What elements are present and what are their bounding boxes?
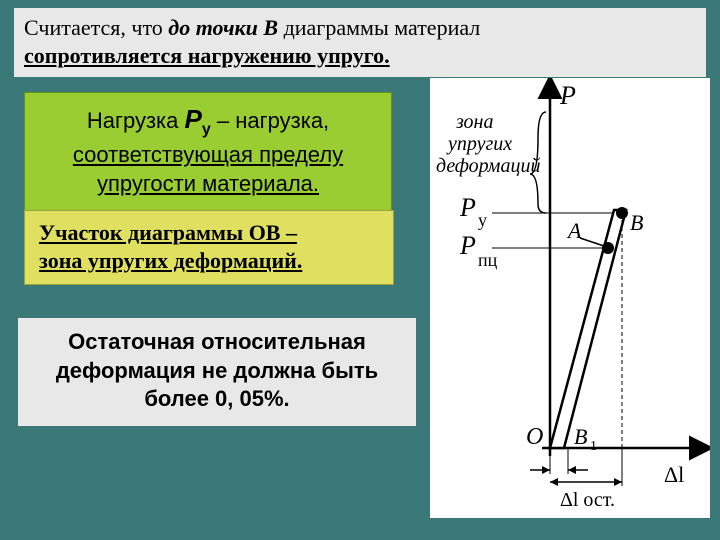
box1-post: – нагрузка, [211, 108, 329, 133]
callout-green: Нагрузка Ру – нагрузка, соответствующая … [24, 92, 392, 211]
header-bold: до точки В [168, 15, 278, 40]
header-post: диаграммы материал [278, 15, 480, 40]
stress-strain-diagram: Р зона упругих деформаций Р у Р пц А В О… [430, 78, 710, 518]
label-Ppc-sub: пц [478, 250, 498, 270]
box2-line1: Участок диаграммы ОВ – [39, 220, 297, 245]
label-Ppc-base: Р [459, 231, 476, 260]
box1-sym: Р [185, 104, 202, 134]
box2-line2: зона упругих деформаций. [39, 248, 302, 273]
box1-line3: упругости материала. [97, 171, 319, 196]
label-P: Р [559, 81, 576, 110]
label-Py-sub: у [478, 210, 487, 230]
box1-sub: у [202, 121, 211, 138]
callout-olive: Участок диаграммы ОВ – зона упругих дефо… [24, 210, 394, 285]
header-pre: Считается, что [24, 15, 168, 40]
label-Py-base: Р [459, 193, 476, 222]
callout-gray: Остаточная относительная деформация не д… [18, 318, 416, 426]
label-dl-ost: Δl ост. [560, 489, 615, 511]
label-B1-base: В [574, 424, 587, 449]
label-O: О [526, 424, 543, 450]
label-B: В [630, 210, 643, 235]
label-zone2: упругих [446, 133, 512, 155]
box3-line1: Остаточная относительная [68, 329, 366, 354]
label-zone1: зона [455, 111, 493, 133]
box3-line2: деформация не должна быть [56, 358, 378, 383]
header-text-box: Считается, что до точки В диаграммы мате… [14, 8, 706, 77]
label-B1-sub: 1 [590, 439, 597, 454]
label-zone3: деформаций [436, 155, 540, 177]
box3-line3: более 0, 05%. [144, 386, 289, 411]
label-A: А [566, 218, 582, 243]
header-line2: сопротивляется нагружению упруго. [24, 43, 390, 68]
box1-pre: Нагрузка [87, 108, 185, 133]
diagram-svg: Р зона упругих деформаций Р у Р пц А В О… [430, 78, 710, 518]
box1-line2: соответствующая пределу [73, 142, 343, 167]
label-dl: Δl [664, 462, 684, 487]
